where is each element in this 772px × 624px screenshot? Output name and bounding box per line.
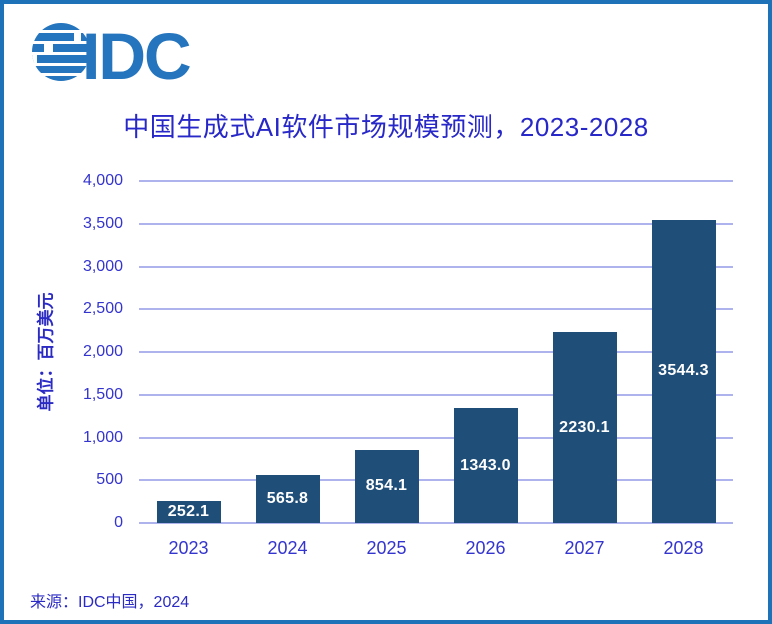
bar-2025: 854.1	[354, 449, 419, 523]
idc-logo: IDC	[32, 19, 202, 93]
idc-logo-svg: IDC	[32, 19, 192, 93]
gridline	[139, 222, 733, 225]
globe-icon	[32, 23, 90, 81]
gridline	[139, 522, 733, 524]
x-axis-label-2026: 2026	[465, 538, 506, 558]
x-axis-label-2028: 2028	[663, 538, 704, 558]
y-tick-label: 1,000	[82, 428, 123, 446]
x-axis-label-2024: 2024	[267, 538, 308, 558]
y-axis-title: 单位：百万美元	[36, 292, 56, 412]
bar-value-label: 1343.0	[460, 456, 511, 474]
bar-2026: 1343.0	[453, 408, 518, 523]
y-tick-label: 1,500	[82, 385, 123, 403]
bar-2028: 3544.3	[651, 219, 716, 523]
source-note: 来源：IDC中国，2024	[30, 594, 190, 611]
y-tick-label: 3,000	[82, 257, 123, 275]
gridline	[139, 308, 733, 311]
x-axis-label-2023: 2023	[168, 538, 209, 558]
y-tick-label: 4,000	[82, 172, 123, 189]
plot-area: 0 500 1,000 1,500 2,000 2,500 3,000 3,500 4,000 2…	[83, 172, 733, 558]
gridline	[139, 479, 733, 482]
gridline	[139, 265, 733, 268]
bar-value-label: 2230.1	[559, 418, 610, 436]
bar-value-label: 854.1	[365, 477, 408, 495]
bar-value-label: 3544.3	[658, 362, 709, 380]
x-axis-label-2025: 2025	[366, 538, 407, 558]
idc-logo-text: IDC	[82, 20, 190, 84]
gridline	[139, 351, 733, 353]
bar-2024: 565.8	[255, 474, 320, 523]
x-axis-label-2027: 2027	[564, 538, 605, 558]
chart-title: 中国生成式AI软件市场规模预测，2023-2028	[123, 112, 649, 142]
bar-2027: 2230.1	[552, 332, 617, 523]
gridline	[139, 180, 733, 182]
bar-value-label: 565.8	[266, 489, 309, 507]
y-tick-label: 500	[96, 471, 123, 489]
y-tick-label: 3,500	[82, 214, 123, 232]
gridline	[139, 436, 733, 439]
y-tick-label: 2,000	[82, 343, 123, 360]
bar-value-label: 252.1	[167, 503, 210, 521]
y-tick-label: 0	[114, 514, 123, 531]
bar-2023: 252.1	[156, 501, 221, 523]
gridline	[139, 393, 733, 396]
y-tick-label: 2,500	[82, 300, 123, 318]
